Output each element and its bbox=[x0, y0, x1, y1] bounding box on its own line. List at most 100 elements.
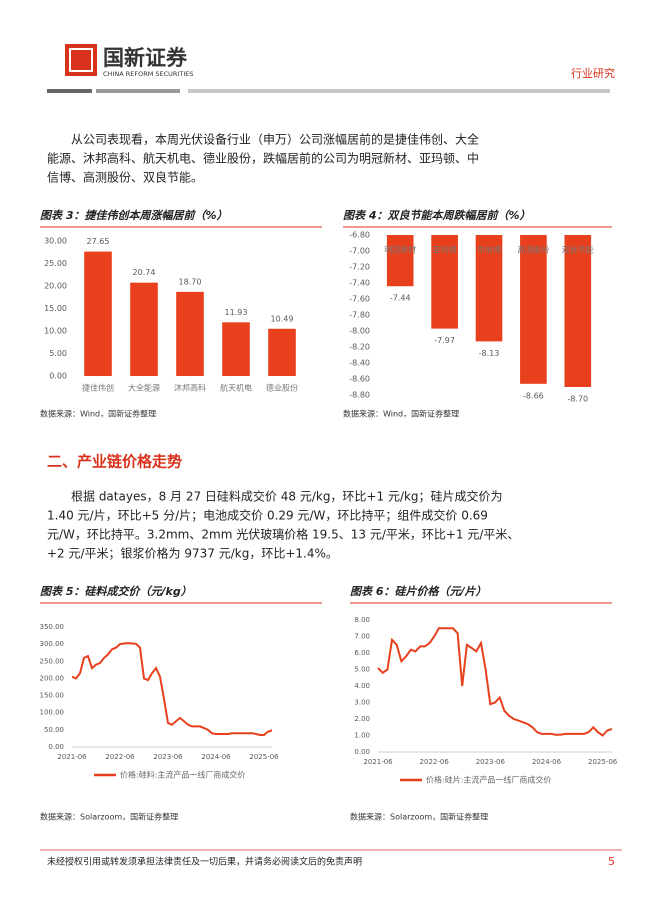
chart-title: 图表 4：双良节能本周跌幅居前（%） bbox=[343, 209, 531, 222]
bar bbox=[564, 235, 592, 387]
paragraph-line: +2 元/平米；银浆价格为 9737 元/kg，环比+1.4%。 bbox=[47, 546, 338, 561]
y-tick-label: 200.00 bbox=[40, 674, 65, 682]
y-tick-label: 4.00 bbox=[354, 682, 370, 690]
disclaimer: 未经授权引用或转发须承担法律责任及一切后果，并请务必阅读文后的免责声明 bbox=[47, 856, 362, 868]
chart-title: 图表 3：捷佳伟创本周涨幅居前（%） bbox=[40, 209, 228, 222]
y-tick-label: 3.00 bbox=[354, 699, 370, 707]
x-tick-label: 2025-06 bbox=[249, 753, 279, 761]
y-tick-label: 5.00 bbox=[49, 349, 67, 358]
y-tick-label: -7.40 bbox=[349, 279, 370, 288]
bar bbox=[475, 235, 503, 342]
x-tick-label: 2021-06 bbox=[363, 758, 393, 766]
value-label: 11.93 bbox=[225, 308, 248, 317]
chart-title: 图表 6：硅片价格（元/片） bbox=[350, 585, 487, 598]
section-heading: 二、产业链价格走势 bbox=[47, 453, 182, 471]
logo-inner bbox=[69, 48, 93, 72]
bar bbox=[268, 328, 296, 376]
y-tick-label: 7.00 bbox=[354, 633, 370, 641]
value-label: -8.70 bbox=[567, 395, 588, 404]
paragraph-line: 根据 datayes，8 月 27 日硅料成交价 48 元/kg，环比+1 元/… bbox=[71, 489, 503, 504]
header-bar bbox=[96, 89, 180, 93]
paragraph-line: 信博、高测股份、双良节能。 bbox=[47, 170, 203, 185]
value-label: 20.74 bbox=[133, 268, 156, 277]
y-tick-label: 350.00 bbox=[40, 623, 65, 631]
x-tick-label: 2021-06 bbox=[57, 753, 87, 761]
y-tick-label: -8.60 bbox=[349, 375, 370, 384]
chart-source: 数据来源：Solarzoom，国新证券整理 bbox=[40, 812, 178, 822]
bar bbox=[386, 235, 414, 287]
bar bbox=[130, 282, 158, 376]
legend-label: 价格:硅料:主流产品一线厂商成交价 bbox=[120, 770, 245, 780]
y-tick-label: -7.80 bbox=[349, 311, 370, 320]
category-label: 航天机电 bbox=[220, 383, 252, 393]
y-tick-label: 0.00 bbox=[49, 372, 67, 381]
y-tick-label: 20.00 bbox=[44, 282, 67, 291]
y-tick-label: 1.00 bbox=[354, 732, 370, 740]
y-tick-label: -6.80 bbox=[349, 231, 370, 240]
y-tick-label: -8.20 bbox=[349, 343, 370, 352]
x-tick-label: 2024-06 bbox=[201, 753, 231, 761]
category-label: 德业股份 bbox=[266, 383, 298, 393]
y-tick-label: 0.00 bbox=[354, 748, 370, 756]
y-tick-label: 300.00 bbox=[40, 640, 65, 648]
value-label: 18.70 bbox=[179, 277, 202, 286]
series-line bbox=[71, 642, 273, 736]
paragraph-line: 能源、沐邦高科、航天机电、德业股份，跌幅居前的公司为明冠新材、亚玛顿、中 bbox=[47, 151, 479, 166]
y-tick-label: 2.00 bbox=[354, 715, 370, 723]
x-tick-label: 2023-06 bbox=[476, 758, 506, 766]
x-tick-label: 2022-06 bbox=[420, 758, 450, 766]
paragraph-line: 从公司表现看，本周光伏设备行业（申万）公司涨幅居前的是捷佳伟创、大全 bbox=[71, 132, 479, 147]
logo-text: 国新证券 bbox=[103, 46, 188, 70]
y-tick-label: -8.40 bbox=[349, 359, 370, 368]
chart-title: 图表 5：硅料成交价（元/kg） bbox=[40, 585, 192, 598]
y-tick-label: 6.00 bbox=[354, 649, 370, 657]
chart-source: 数据来源：Solarzoom，国新证券整理 bbox=[350, 812, 488, 822]
category-label: 亚玛顿 bbox=[433, 245, 457, 255]
y-tick-label: 10.00 bbox=[44, 327, 67, 336]
y-tick-label: 100.00 bbox=[40, 709, 65, 717]
value-label: -8.66 bbox=[523, 391, 544, 400]
y-tick-label: -7.60 bbox=[349, 295, 370, 304]
bar bbox=[176, 291, 204, 376]
y-tick-label: -7.20 bbox=[349, 263, 370, 272]
category-label: 捷佳伟创 bbox=[82, 383, 114, 393]
y-tick-label: 5.00 bbox=[354, 666, 370, 674]
category-label: 中信博 bbox=[477, 245, 501, 255]
legend-label: 价格:硅片:主流产品一线厂商成交价 bbox=[426, 775, 551, 785]
bar bbox=[520, 235, 547, 384]
bar bbox=[431, 235, 458, 329]
series-line bbox=[377, 627, 613, 737]
report-type: 行业研究 bbox=[571, 66, 615, 80]
y-tick-label: 15.00 bbox=[44, 304, 67, 313]
category-label: 双良节能 bbox=[562, 245, 594, 255]
y-tick-label: 250.00 bbox=[40, 657, 65, 665]
y-tick-label: 8.00 bbox=[354, 616, 370, 624]
y-tick-label: -8.80 bbox=[349, 391, 370, 400]
y-tick-label: 0.00 bbox=[48, 743, 64, 751]
bar bbox=[84, 251, 112, 376]
header-bar bbox=[47, 89, 92, 93]
y-tick-label: 25.00 bbox=[44, 259, 67, 268]
x-tick-label: 2024-06 bbox=[532, 758, 562, 766]
category-label: 明冠新材 bbox=[384, 245, 416, 255]
y-tick-label: 30.00 bbox=[44, 237, 67, 246]
y-tick-label: -7.00 bbox=[349, 247, 370, 256]
value-label: -7.44 bbox=[390, 294, 411, 303]
category-label: 大全能源 bbox=[128, 383, 160, 393]
value-label: -8.13 bbox=[479, 349, 500, 358]
category-label: 高测股份 bbox=[517, 245, 549, 255]
header-bar bbox=[188, 89, 610, 93]
value-label: 10.49 bbox=[271, 314, 294, 323]
x-tick-label: 2023-06 bbox=[153, 753, 183, 761]
chart-source: 数据来源：Wind，国新证券整理 bbox=[343, 409, 459, 419]
logo-subtext: CHINA REFORM SECURITIES bbox=[103, 70, 193, 78]
paragraph-line: 1.40 元/片，环比+5 分/片；电池成交价 0.29 元/W，环比持平；组件… bbox=[47, 508, 488, 523]
value-label: -7.97 bbox=[434, 336, 455, 345]
category-label: 沐邦高科 bbox=[174, 383, 206, 393]
x-tick-label: 2025-06 bbox=[588, 758, 618, 766]
chart-source: 数据来源：Wind，国新证券整理 bbox=[40, 409, 156, 419]
x-tick-label: 2022-06 bbox=[105, 753, 135, 761]
value-label: 27.65 bbox=[87, 237, 110, 246]
bar bbox=[222, 322, 250, 376]
